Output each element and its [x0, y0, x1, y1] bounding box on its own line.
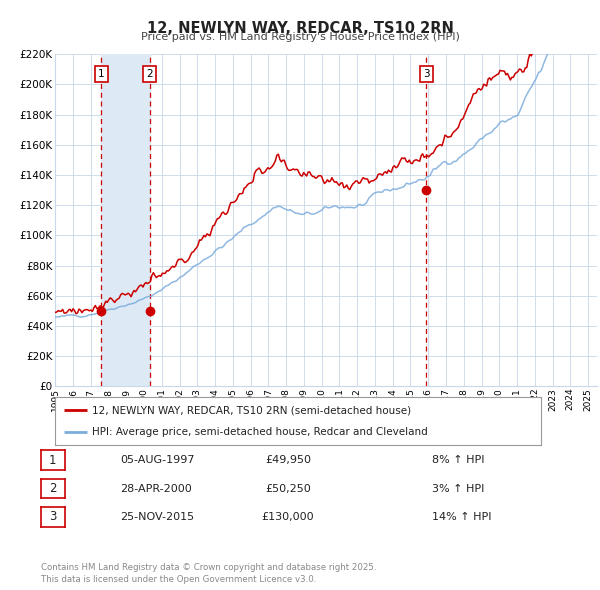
Text: 12, NEWLYN WAY, REDCAR, TS10 2RN: 12, NEWLYN WAY, REDCAR, TS10 2RN	[146, 21, 454, 35]
Text: 3% ↑ HPI: 3% ↑ HPI	[432, 484, 484, 493]
Text: 25-NOV-2015: 25-NOV-2015	[120, 512, 194, 522]
Text: Contains HM Land Registry data © Crown copyright and database right 2025.
This d: Contains HM Land Registry data © Crown c…	[41, 563, 376, 584]
Text: 1: 1	[49, 454, 56, 467]
Text: 2: 2	[146, 69, 153, 79]
Text: £49,950: £49,950	[265, 455, 311, 465]
Text: HPI: Average price, semi-detached house, Redcar and Cleveland: HPI: Average price, semi-detached house,…	[92, 427, 427, 437]
Bar	[101, 54, 150, 386]
Text: £50,250: £50,250	[265, 484, 311, 493]
Text: 12, NEWLYN WAY, REDCAR, TS10 2RN (semi-detached house): 12, NEWLYN WAY, REDCAR, TS10 2RN (semi-d…	[92, 405, 411, 415]
Text: Price paid vs. HM Land Registry's House Price Index (HPI): Price paid vs. HM Land Registry's House …	[140, 32, 460, 42]
Text: 14% ↑ HPI: 14% ↑ HPI	[432, 512, 491, 522]
Text: 2: 2	[49, 482, 56, 495]
Text: 3: 3	[49, 510, 56, 523]
Text: 8% ↑ HPI: 8% ↑ HPI	[432, 455, 485, 465]
Text: 1: 1	[98, 69, 104, 79]
Text: 28-APR-2000: 28-APR-2000	[120, 484, 192, 493]
Text: £130,000: £130,000	[262, 512, 314, 522]
Text: 05-AUG-1997: 05-AUG-1997	[120, 455, 194, 465]
Text: 3: 3	[423, 69, 430, 79]
